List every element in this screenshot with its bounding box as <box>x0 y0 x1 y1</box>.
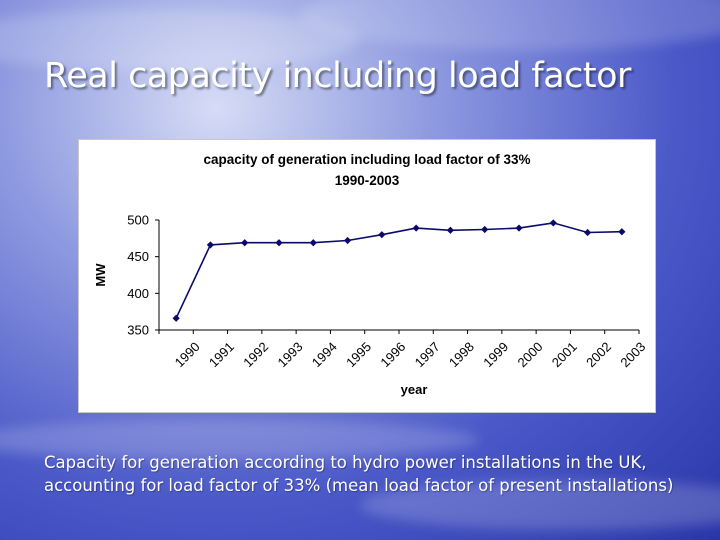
data-point <box>343 236 352 245</box>
x-tick-label: 1993 <box>275 339 306 370</box>
x-tick-label: 1992 <box>240 339 271 370</box>
y-tick-label: 500 <box>127 213 149 228</box>
chart-subtitle: 1990-2003 <box>335 173 400 188</box>
data-point <box>549 219 557 227</box>
x-tick-label: 2001 <box>549 339 580 370</box>
y-tick-label: 350 <box>127 323 149 338</box>
x-tick-label: 2003 <box>617 339 648 370</box>
slide-caption: Capacity for generation according to hyd… <box>44 453 674 495</box>
chart-container: capacity of generation including load fa… <box>78 139 656 413</box>
data-point <box>378 231 386 239</box>
x-tick-label: 1996 <box>377 339 408 370</box>
x-tick-label: 1999 <box>480 339 511 370</box>
data-point <box>206 241 215 249</box>
x-tick-label: 1991 <box>206 339 237 370</box>
x-tick-label: 1997 <box>412 339 443 370</box>
data-point <box>412 224 420 232</box>
data-point <box>618 228 626 236</box>
x-tick-label: 1994 <box>309 339 340 370</box>
y-tick-label: 400 <box>127 286 149 301</box>
data-point <box>515 224 523 232</box>
x-tick-label: 2000 <box>515 339 546 370</box>
x-tick-label: 1995 <box>343 339 374 370</box>
data-point <box>241 239 249 247</box>
line-chart: capacity of generation including load fa… <box>93 152 648 397</box>
data-point <box>172 314 180 322</box>
y-axis-label: MW <box>93 263 108 287</box>
data-point <box>275 239 283 247</box>
y-tick-label: 450 <box>127 249 149 264</box>
data-point <box>481 225 489 234</box>
data-point <box>309 239 317 247</box>
data-point <box>583 228 592 237</box>
data-point <box>446 226 455 234</box>
x-tick-label: 1990 <box>172 339 203 370</box>
series-line <box>175 222 622 319</box>
x-tick-label: 1998 <box>446 339 477 370</box>
slide-title: Real capacity including load factor <box>44 56 631 96</box>
chart-title: capacity of generation including load fa… <box>203 152 530 167</box>
x-axis-label: year <box>401 382 428 397</box>
x-tick-label: 2002 <box>583 339 614 370</box>
